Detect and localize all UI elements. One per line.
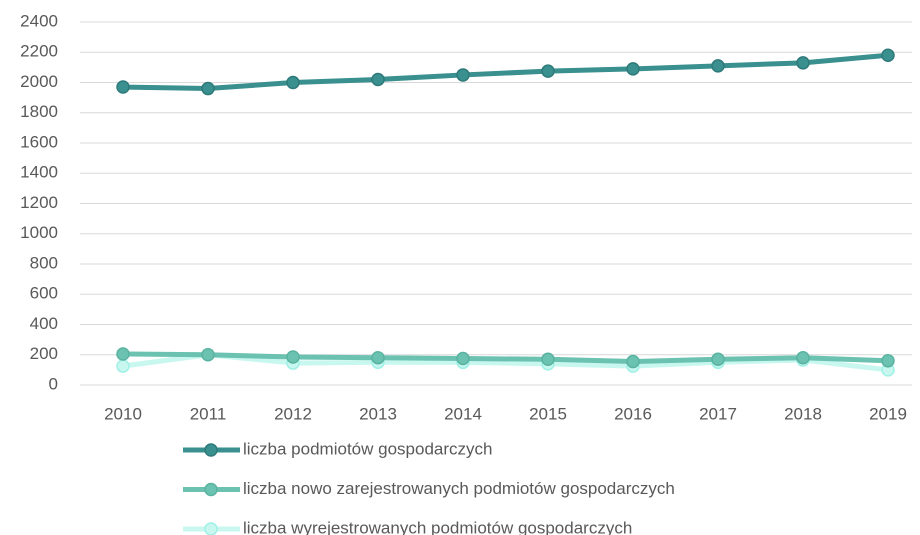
legend-marker: [204, 443, 218, 457]
point-marker: [541, 352, 555, 367]
point-marker: [371, 351, 385, 365]
point-marker: [456, 351, 470, 366]
legend-label: liczba nowo zarejestrowanych podmiotów g…: [243, 479, 675, 498]
y-tick-label: 1000: [20, 223, 58, 242]
point-marker: [456, 68, 470, 82]
legend-marker: [204, 482, 218, 497]
x-tick-label: 2013: [359, 404, 397, 423]
series-line: [122, 352, 889, 373]
x-tick-label: 2016: [614, 404, 652, 423]
point-marker: [796, 56, 810, 70]
point-marker: [881, 48, 895, 63]
point-marker: [881, 354, 895, 368]
y-tick-label: 400: [30, 314, 58, 333]
point-marker: [116, 80, 130, 94]
point-marker: [116, 359, 130, 373]
y-tick-label: 2200: [20, 42, 58, 61]
x-tick-label: 2015: [529, 404, 567, 423]
y-tick-label: 600: [30, 284, 58, 303]
point-marker: [201, 348, 215, 362]
x-tick-label: 2014: [444, 404, 482, 423]
y-tick-label: 200: [30, 344, 58, 363]
point-marker: [371, 72, 385, 87]
y-tick-label: 2000: [20, 72, 58, 91]
point-marker: [626, 62, 640, 76]
point-marker: [711, 59, 725, 73]
x-tick-label: 2011: [190, 404, 227, 423]
x-tick-label: 2010: [104, 404, 142, 423]
y-tick-label: 1600: [20, 132, 58, 151]
y-tick-label: 0: [49, 374, 58, 393]
point-marker: [796, 351, 810, 365]
point-marker: [541, 64, 555, 78]
x-tick-label: 2019: [869, 404, 907, 423]
x-tick-label: 2012: [274, 404, 312, 423]
y-tick-label: 1400: [20, 163, 58, 182]
point-marker: [286, 350, 300, 364]
y-tick-label: 800: [30, 253, 58, 272]
y-tick-label: 2400: [20, 11, 58, 30]
point-marker: [201, 81, 215, 96]
legend-label: liczba podmiotów gospodarczych: [243, 439, 492, 458]
y-tick-label: 1800: [20, 102, 58, 121]
series-line: [122, 52, 889, 92]
series-line: [122, 351, 889, 365]
point-marker: [116, 347, 130, 361]
point-marker: [626, 354, 640, 369]
point-marker: [711, 352, 725, 367]
x-tick-label: 2017: [699, 404, 737, 423]
x-tick-label: 2018: [784, 404, 822, 423]
legend-label: liczba wyrejestrowanych podmiotów gospod…: [243, 518, 632, 535]
legend-marker: [204, 522, 218, 535]
y-tick-label: 1200: [20, 193, 58, 212]
point-marker: [286, 75, 300, 90]
